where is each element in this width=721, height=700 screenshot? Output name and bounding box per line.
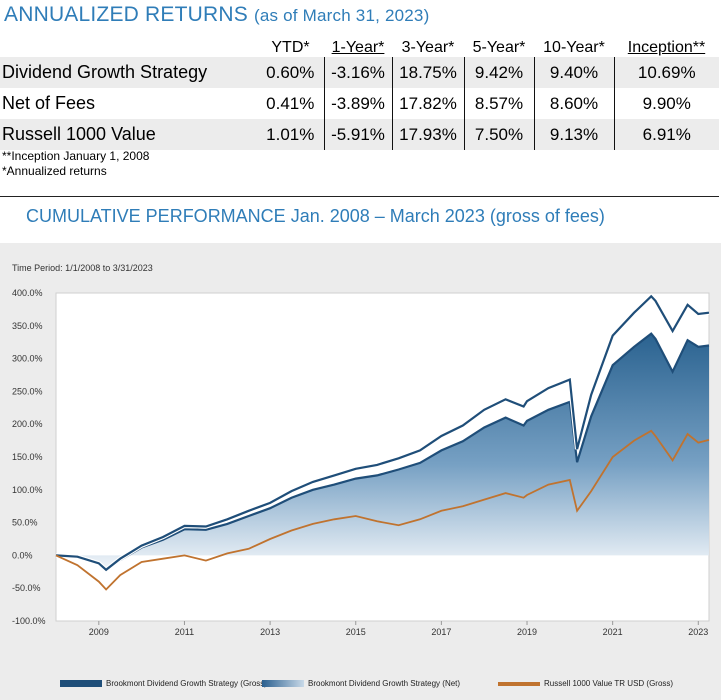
series-net-area [56, 333, 709, 571]
col-header: 3-Year* [401, 39, 455, 56]
y-tick-label: -100.0% [12, 616, 46, 626]
x-tick-label: 2021 [603, 627, 623, 637]
annualized-note: *Annualized returns [2, 164, 107, 178]
returns-table: YTD* 1-Year* 3-Year* 5-Year* 10-Year* In… [0, 33, 719, 150]
col-header: 5-Year* [472, 39, 526, 56]
cumulative-performance-chart: 400.0% 350.0% 300.0% 250.0% 200.0% 150.0% 100.… [12, 288, 710, 637]
legend-label: Brookmont Dividend Growth Strategy (Gros… [106, 679, 267, 688]
col-header: 10-Year* [543, 39, 605, 56]
returns-header-blank [0, 33, 257, 57]
col-header: Inception** [614, 33, 719, 57]
y-tick-label: 350.0% [12, 321, 43, 331]
legend-swatch-net [262, 680, 304, 687]
y-tick-label: 50.0% [12, 518, 38, 528]
cell: 18.75% [391, 57, 464, 88]
inception-note: **Inception January 1, 2008 [2, 149, 150, 163]
cell: 7.50% [463, 119, 534, 150]
cell: 0.41% [266, 93, 315, 113]
x-tick-label: 2019 [517, 627, 537, 637]
returns-title: ANNUALIZED RETURNS (as of March 31, 2023… [4, 3, 429, 27]
row-label: Russell 1000 Value [0, 119, 257, 150]
returns-title-main: ANNUALIZED RETURNS [4, 3, 248, 26]
returns-subtitle: (as of March 31, 2023) [254, 6, 430, 25]
legend-item-gross: Brookmont Dividend Growth Strategy (Gros… [60, 679, 267, 688]
x-tick-label: 2023 [688, 627, 708, 637]
cell: 6.91% [613, 119, 719, 150]
y-tick-label: 100.0% [12, 485, 43, 495]
y-tick-label: 150.0% [12, 452, 43, 462]
cell: -3.16% [323, 57, 392, 88]
cell: 10.69% [613, 57, 719, 88]
returns-header-row: YTD* 1-Year* 3-Year* 5-Year* 10-Year* In… [0, 33, 719, 57]
cell: -5.91% [323, 119, 392, 150]
legend-label: Brookmont Dividend Growth Strategy (Net) [308, 679, 461, 688]
col-header-text: Inception** [627, 39, 706, 56]
table-row: Russell 1000 Value 1.01% -5.91% 17.93% 7… [0, 119, 719, 150]
y-tick-label: 400.0% [12, 288, 43, 298]
legend-item-russell: Russell 1000 Value TR USD (Gross) [498, 679, 673, 688]
cell: 9.40% [533, 57, 614, 88]
cell: 8.60% [533, 88, 614, 119]
cell: 1.01% [257, 119, 324, 150]
x-tick-label: 2015 [346, 627, 366, 637]
cell: 8.57% [463, 88, 534, 119]
col-header-text: 1-Year* [331, 39, 385, 56]
series-net-line [55, 332, 710, 572]
col-header: YTD* [271, 39, 310, 56]
cell: 9.13% [533, 119, 614, 150]
y-tick-label: -50.0% [12, 583, 41, 593]
series-russell-line [55, 429, 710, 591]
cell: -3.89% [323, 88, 392, 119]
divider [0, 196, 719, 197]
chart-title: CUMULATIVE PERFORMANCE Jan. 2008 – March… [26, 206, 605, 226]
cell: 17.82% [391, 88, 464, 119]
legend-swatch-russell [498, 681, 540, 686]
series-gross-line [55, 294, 710, 572]
x-tick-label: 2011 [175, 627, 194, 637]
legend-swatch-gross [60, 680, 102, 687]
cell: 0.60% [257, 57, 324, 88]
y-tick-label: 300.0% [12, 354, 43, 364]
cell: 17.93% [391, 119, 464, 150]
table-row: Net of Fees 0.41% -3.89% 17.82% 8.57% 8.… [0, 88, 719, 119]
y-tick-label: 250.0% [12, 386, 43, 396]
x-tick-label: 2009 [89, 627, 109, 637]
legend-item-net: Brookmont Dividend Growth Strategy (Net) [262, 679, 460, 688]
row-label: Dividend Growth Strategy [0, 57, 257, 88]
row-label: Net of Fees [2, 93, 96, 113]
x-tick-label: 2013 [260, 627, 280, 637]
x-tick-label: 2017 [431, 627, 451, 637]
cell: 9.42% [463, 57, 534, 88]
time-period-label: Time Period: 1/1/2008 to 3/31/2023 [12, 263, 153, 273]
table-row: Dividend Growth Strategy 0.60% -3.16% 18… [0, 57, 719, 88]
y-tick-label: 200.0% [12, 419, 43, 429]
col-header: 1-Year* [324, 33, 392, 57]
cell: 9.90% [613, 88, 719, 119]
y-tick-label: 0.0% [12, 550, 33, 560]
legend-label: Russell 1000 Value TR USD (Gross) [544, 679, 674, 688]
